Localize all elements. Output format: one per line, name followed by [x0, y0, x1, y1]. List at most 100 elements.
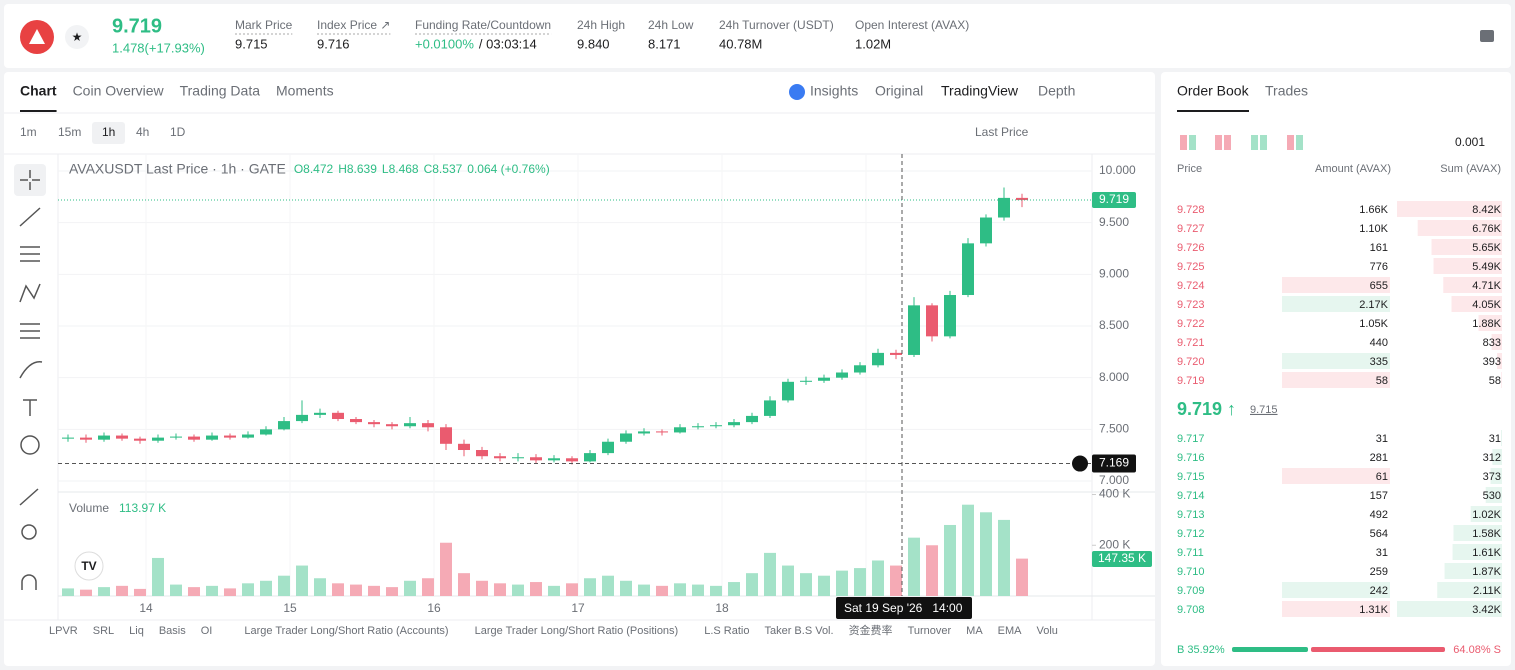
tab[interactable]: Moments: [276, 83, 334, 99]
row-highlight: [1282, 277, 1390, 293]
candle-body: [998, 197, 1010, 218]
candle-body: [98, 435, 110, 440]
view-tab[interactable]: Depth: [1038, 83, 1075, 99]
indicator[interactable]: Liq: [129, 625, 144, 637]
tab[interactable]: Trading Data: [180, 83, 261, 99]
ob-view[interactable]: [1251, 135, 1258, 150]
ob-tab[interactable]: Order Book: [1177, 83, 1250, 99]
candle-body: [80, 437, 92, 440]
indicator[interactable]: 资金费率: [849, 623, 893, 637]
x-tick-label: 15: [283, 601, 297, 615]
ob-sum: 5.65K: [1472, 242, 1501, 254]
indicator[interactable]: MA: [966, 625, 983, 637]
candle-body: [962, 243, 974, 296]
candle-body: [458, 443, 470, 451]
crosshair-add[interactable]: [1072, 455, 1088, 472]
indicator[interactable]: LPVR: [49, 625, 78, 637]
ob-sum: 4.05K: [1472, 299, 1501, 311]
volume-bar: [998, 519, 1010, 596]
ob-price: 9.724: [1177, 280, 1205, 292]
candle-body: [314, 412, 326, 415]
tv-logo-text: TV: [81, 559, 96, 573]
indicator[interactable]: SRL: [93, 625, 114, 637]
candle-body: [566, 458, 578, 462]
ob-tab[interactable]: Trades: [1265, 83, 1308, 99]
candle-body: [800, 380, 812, 382]
volume-bar: [80, 589, 92, 596]
volume-bar: [98, 587, 110, 596]
precision[interactable]: 0.001: [1455, 135, 1485, 149]
indicator[interactable]: Volu: [1037, 625, 1058, 637]
volume-value: 113.97 K: [119, 501, 166, 515]
depth-bar: [1452, 544, 1502, 560]
volume-bar: [980, 512, 992, 596]
depth-bar: [1490, 468, 1502, 484]
interval[interactable]: 1h: [102, 125, 115, 139]
candle-body: [242, 434, 254, 438]
volume-bar: [638, 584, 650, 596]
indicator[interactable]: Basis: [159, 625, 186, 637]
candle-body: [764, 400, 776, 416]
candle-body: [188, 436, 200, 440]
candle-body: [296, 414, 308, 422]
mid-mark: 9.715: [1250, 404, 1278, 416]
indicator[interactable]: Turnover: [908, 625, 952, 637]
tab-underline: [20, 110, 57, 112]
indicator[interactable]: EMA: [998, 625, 1023, 637]
crosshair-tool[interactable]: [14, 164, 46, 196]
volume-bar: [944, 524, 956, 596]
view-tab[interactable]: Insights: [810, 83, 858, 99]
row-highlight: [1282, 372, 1390, 388]
volume-bar: [926, 545, 938, 596]
ob-price: 9.727: [1177, 223, 1205, 235]
indicator[interactable]: Large Trader Long/Short Ratio (Positions…: [475, 625, 679, 637]
favorite[interactable]: [65, 25, 89, 49]
ob-view[interactable]: [1287, 135, 1294, 150]
interval[interactable]: 15m: [58, 125, 81, 139]
interval[interactable]: 4h: [136, 125, 149, 139]
ob-sum: 8.42K: [1472, 204, 1501, 216]
last-price: 9.719: [112, 15, 162, 37]
indicator[interactable]: Taker B.S Vol.: [764, 625, 833, 637]
stat-label: Mark Price: [235, 18, 293, 32]
stat-label: 24h Turnover (USDT): [719, 18, 834, 32]
volume-bar: [692, 584, 704, 596]
price-source[interactable]: Last Price: [975, 125, 1029, 139]
ob-view[interactable]: [1215, 135, 1222, 150]
depth-bar: [1444, 563, 1502, 579]
candle-body: [170, 436, 182, 438]
ob-sum: 58: [1489, 375, 1501, 387]
ob-amount: 1.66K: [1359, 204, 1388, 216]
indicator[interactable]: OI: [201, 625, 213, 637]
ob-price: 9.711: [1177, 547, 1204, 559]
depth-bar: [1478, 315, 1502, 331]
ob-sum: 6.76K: [1472, 223, 1501, 235]
volume-bar: [152, 557, 164, 596]
indicator[interactable]: L.S Ratio: [704, 625, 749, 637]
indicator[interactable]: Large Trader Long/Short Ratio (Accounts): [244, 625, 448, 637]
y-tick-label: 10.000: [1099, 163, 1136, 177]
volume-bar: [170, 584, 182, 596]
candle-body: [854, 365, 866, 373]
interval[interactable]: 1m: [20, 125, 37, 139]
tab[interactable]: Coin Overview: [73, 83, 165, 99]
volume-bar: [494, 583, 506, 596]
volume-bar: [602, 575, 614, 596]
volume-bar: [548, 585, 560, 596]
stat-value: 9.716: [317, 36, 350, 51]
view-tab[interactable]: Original: [875, 83, 923, 99]
ob-amount: 58: [1376, 375, 1388, 387]
menu-icon[interactable]: [1480, 30, 1494, 42]
crosshair-time: Sat 19 Sep '26 14:00: [844, 601, 963, 615]
depth-bar: [1470, 506, 1502, 522]
candle-body: [584, 453, 596, 462]
ob-sum: 3.42K: [1472, 604, 1501, 616]
interval[interactable]: 1D: [170, 125, 186, 139]
tab[interactable]: Chart: [20, 83, 57, 99]
volume-bar: [332, 583, 344, 596]
ob-view[interactable]: [1180, 135, 1187, 150]
candle-body: [674, 427, 686, 433]
ob-sum: 373: [1483, 471, 1501, 483]
view-tab[interactable]: TradingView: [941, 83, 1019, 99]
candle-body: [440, 427, 452, 444]
